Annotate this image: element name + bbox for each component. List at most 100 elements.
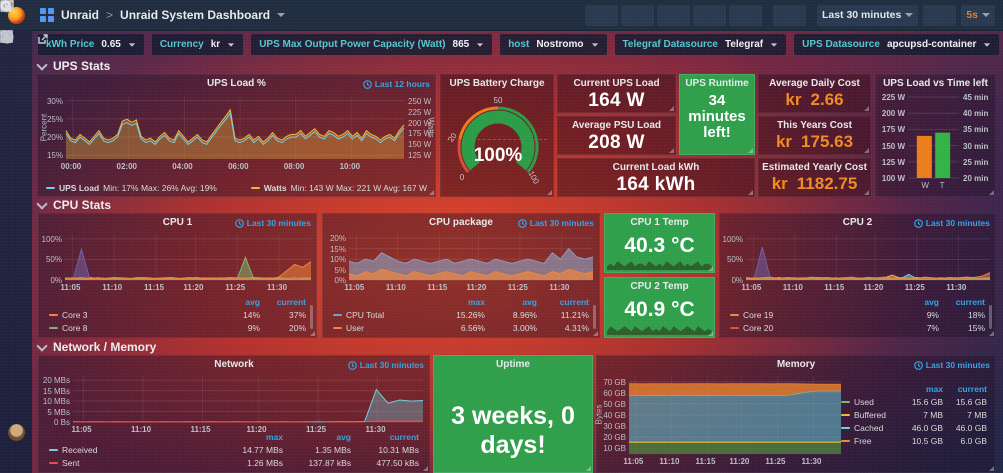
help-icon[interactable]: ? [0,30,32,467]
panel-time-range-badge[interactable]: Last 30 minutes [347,360,424,370]
panel-cpu-package[interactable]: CPU package Last 30 minutes 0% 5% 10% 15% 20% 1… [322,213,600,338]
legend-row-core-20[interactable]: Core 20 7% 15% [730,321,985,334]
share-dashboard-button[interactable] [1,0,690,26]
y-axis-tick: 100% [722,234,743,244]
panel-cpu1-temp[interactable]: CPU 1 Temp 40.3 °C [604,213,715,273]
panel-cpu-2[interactable]: CPU 2 Last 30 minutes 0% 50% 100% 11:05 11:10 1… [719,213,996,338]
variable-telegraf-datasource[interactable]: Telegraf Datasource Telegraf [614,34,787,55]
legend-row-cached[interactable]: Cached 46.0 GB 46.0 GB [841,421,987,434]
svg-text:100%: 100% [474,145,523,166]
panel-time-range-badge[interactable]: Last 12 hours [362,79,430,89]
y-axis-tick: 15% [46,151,63,161]
breadcrumb-dashboard-title[interactable]: Unraid System Dashboard [120,8,271,22]
x-axis-tick: 11:30 [365,425,386,434]
legend-value: 46.0 GB [911,422,943,433]
series-swatch-icon [46,187,55,189]
panel-time-range-badge[interactable]: Last 30 minutes [234,218,311,228]
legend-table[interactable]: max avg current CPU Total 15.26% 8.96% 11.21% U… [333,295,589,334]
panel-title: Network [214,359,254,370]
legend-row-used[interactable]: Used 15.6 GB 15.6 GB [841,395,987,408]
variable-currency[interactable]: Currency kr [151,34,244,55]
panel-current-load-kwh[interactable]: Current Load kWh 164 kWh [557,158,755,197]
series-swatch-icon [250,187,260,189]
panel-cpu2-temp[interactable]: CPU 2 Temp 40.9 °C [604,277,715,338]
legend-table[interactable]: max current Used 15.6 GB 15.6 GB Buffered 7 MB… [841,382,987,447]
svg-text:0: 0 [460,173,465,182]
dashboard-settings-button[interactable] [0,0,762,26]
add-panel-button[interactable] [1,0,618,26]
x-axis-tick: 11:25 [507,283,528,292]
y-axis-tick: 0% [731,276,743,285]
variable-ups-max-output-power-capacity-watt[interactable]: UPS Max Output Power Capacity (Watt) 865 [251,34,493,55]
panel-memory[interactable]: Memory Last 30 minutes 10 GB 20 GB 30 GB 40 G… [595,355,996,473]
legend-scrollbar[interactable] [593,305,596,329]
panel-ups-battery-charge[interactable]: UPS Battery Charge 0 20 50 100 100% [440,74,554,197]
stat-value: kr 175.63 [775,132,854,151]
explore-compass-icon[interactable] [0,30,32,123]
variable-kwh-price[interactable]: kWh Price 0.65 [38,34,144,55]
legend-value: 20% [288,322,306,333]
panel-time-range-badge[interactable]: Last 30 minutes [913,360,990,370]
x-axis-tick: 11:25 [904,283,925,292]
panel-estimated-yearly-cost[interactable]: Estimated Yearly Cost kr 1182.75 [758,158,871,197]
legend[interactable]: UPS Load Min: 17% Max: 26% Avg: 19% Watts M… [46,183,427,193]
legend-table[interactable]: max avg current Received 14.77 MBs 1.35 MBs 10… [49,430,419,469]
legend-row-free[interactable]: Free 10.5 GB 6.0 GB [841,434,987,447]
legend-table[interactable]: avg current Core 19 9% 18% Core 20 7% 15% [730,295,985,334]
time-range-picker[interactable]: Last 30 minutes [0,0,919,26]
star-dashboard-button[interactable] [0,0,654,26]
panel-cpu-1[interactable]: CPU 1 Last 30 minutes 0% 50% 100% 11:05 11:10 1… [38,213,317,338]
legend-column-header: current [955,296,985,307]
y-axis-right-tick: 35 min [963,125,989,135]
cycle-view-mode-button[interactable] [0,0,806,26]
breadcrumb-app[interactable]: Unraid [61,8,100,22]
x-axis-tick: 11:05 [741,283,762,292]
panel-time-range-badge[interactable]: Last 30 minutes [913,218,990,228]
configuration-gear-icon[interactable] [0,30,32,169]
x-axis-tick: 08:00 [283,162,305,171]
variable-ups-datasource[interactable]: UPS Datasource apcupsd-container [794,34,1000,55]
panel-average-daily-cost[interactable]: Average Daily Cost kr 2.66 [758,74,871,113]
panel-time-range-badge[interactable]: Last 30 minutes [517,218,594,228]
row-header-network-memory[interactable]: Network / Memory [36,339,156,354]
panel-ups-runtime[interactable]: UPS Runtime 34 minutes left! [679,74,755,155]
legend-scrollbar[interactable] [989,305,992,329]
x-axis-tick: 11:20 [183,283,204,292]
panel-current-ups-load[interactable]: Current UPS Load 164 W [557,74,676,113]
x-axis-tick: 11:30 [801,457,822,466]
row-header-cpu-stats[interactable]: CPU Stats [36,197,111,212]
row-header-ups-stats[interactable]: UPS Stats [36,58,110,73]
panel-this-years-cost[interactable]: This Years Cost kr 175.63 [758,116,871,155]
legend-row-sent[interactable]: Sent 1.26 MBs 137.87 kBs 477.50 kBs [49,456,419,469]
legend-value: 9% [926,309,939,320]
create-plus-icon[interactable] [0,31,32,77]
legend-row-received[interactable]: Received 14.77 MBs 1.35 MBs 10.31 MBs [49,443,419,456]
dashboards-icon[interactable] [0,30,32,100]
legend-table[interactable]: avg current Core 3 14% 37% Core 8 9% 20% [49,295,306,334]
dashboard-dropdown-caret[interactable] [277,13,286,17]
y-axis-tick: 10% [329,255,346,265]
side-menu: ? [0,30,32,473]
legend-row-core-19[interactable]: Core 19 9% 18% [730,308,985,321]
panel-uptime[interactable]: Uptime 3 weeks, 0 days! [433,355,593,473]
user-avatar[interactable] [0,421,32,444]
legend-series-ups-load[interactable]: UPS Load Min: 17% Max: 26% Avg: 19% [46,183,217,193]
zoom-out-button[interactable] [0,0,957,26]
legend-row-core-8[interactable]: Core 8 9% 20% [49,321,306,334]
alerting-bell-icon[interactable] [0,32,32,146]
legend-row-cpu-total[interactable]: CPU Total 15.26% 8.96% 11.21% [333,308,589,321]
legend-row-user[interactable]: User 6.56% 3.00% 4.31% [333,321,589,334]
legend-scrollbar[interactable] [310,305,313,329]
variable-host[interactable]: host Nostromo [500,34,607,55]
legend-row-buffered[interactable]: Buffered 7 MB 7 MB [841,408,987,421]
panel-average-psu-load[interactable]: Average PSU Load 208 W [557,116,676,155]
y-axis-right-tick: 200 W [408,118,432,128]
server-admin-shield-icon[interactable] [0,30,32,192]
panel-network[interactable]: Network Last 30 minutes 0 Bs 5 MBs 10 MBs 15 … [38,355,430,473]
refresh-picker[interactable]: 5s [1,0,995,26]
legend-series-watts[interactable]: Watts Min: 143 W Max: 221 W Avg: 167 W [250,183,427,193]
legend-row-core-3[interactable]: Core 3 14% 37% [49,308,306,321]
panel-ups-load-vs-time-left[interactable]: UPS Load vs Time left 225 W 45 min 200 W 40 … [875,74,996,197]
panel-ups-load-percent[interactable]: UPS Load % Last 12 hours 15% 20% 25% 30% 125 W… [37,74,436,197]
save-dashboard-button[interactable] [0,0,726,26]
